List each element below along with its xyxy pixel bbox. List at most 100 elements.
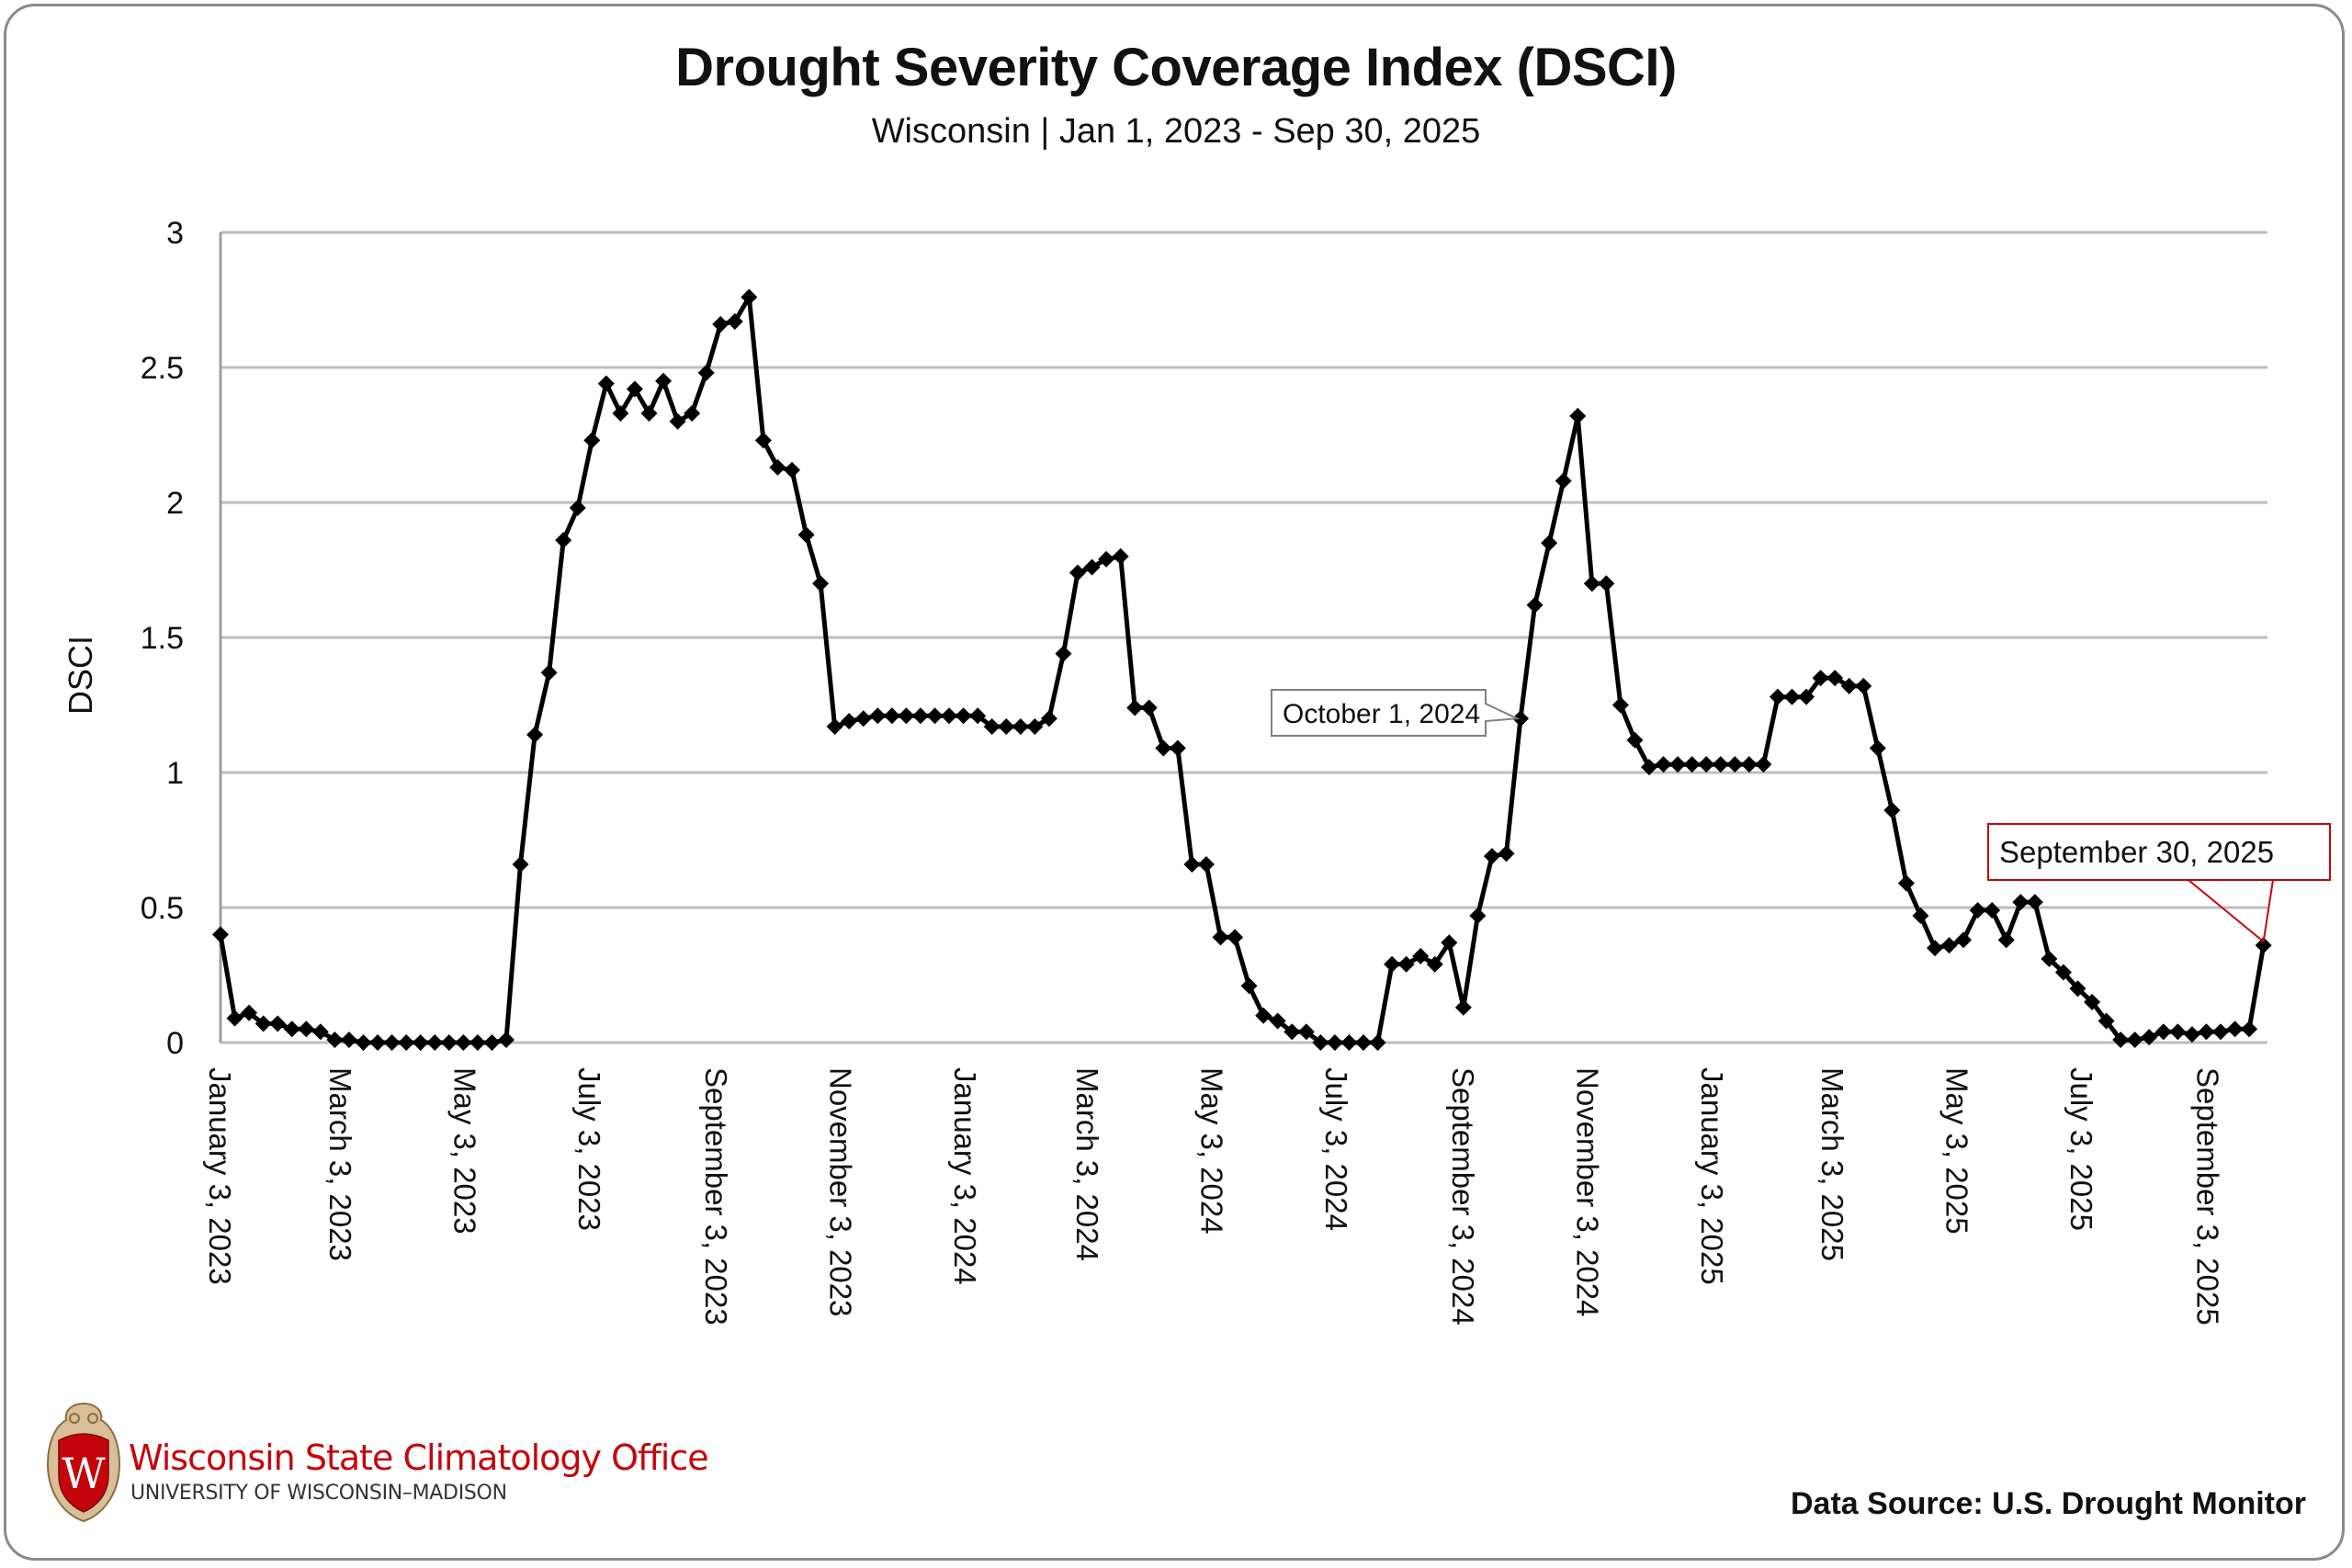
data-point-marker xyxy=(298,1021,315,1038)
data-point-marker xyxy=(2141,1029,2158,1046)
annotation-callout: September 30, 2025 xyxy=(1987,823,2331,942)
data-point-marker xyxy=(1955,931,1973,949)
data-point-marker xyxy=(911,707,929,725)
data-point-marker xyxy=(1012,718,1029,736)
data-point-marker xyxy=(2183,1026,2200,1043)
data-point-marker xyxy=(1883,802,1901,819)
data-point-marker xyxy=(2069,980,2086,998)
annotations: October 1, 2024 September 30, 2025 xyxy=(1271,689,2331,942)
data-point-marker xyxy=(569,499,586,516)
data-point-marker xyxy=(969,707,987,725)
y-tick-label: 0 xyxy=(166,1026,184,1061)
data-point-marker xyxy=(1297,1023,1315,1041)
data-point-marker xyxy=(1769,688,1786,705)
x-tick-label: May 3, 2024 xyxy=(1195,1067,1229,1235)
data-point-marker xyxy=(526,726,544,743)
x-tick-label: March 3, 2025 xyxy=(1815,1067,1849,1261)
data-point-marker xyxy=(398,1034,415,1051)
data-point-marker xyxy=(1541,535,1558,552)
data-point-marker xyxy=(241,1004,258,1021)
data-point-marker xyxy=(1197,855,1215,873)
y-tick-label: 1 xyxy=(166,756,184,791)
data-point-marker xyxy=(841,713,858,730)
data-point-marker xyxy=(1498,845,1515,863)
data-point-marker xyxy=(1112,547,1129,565)
data-point-marker xyxy=(2026,894,2043,911)
data-point-marker xyxy=(1840,677,1858,694)
series-dsci xyxy=(212,288,2272,1051)
data-point-marker xyxy=(1912,907,1929,924)
data-point-marker xyxy=(1812,670,1829,687)
data-point-marker xyxy=(1740,756,1758,773)
data-point-marker xyxy=(412,1034,429,1051)
y-tick-label: 1.5 xyxy=(141,621,184,656)
data-point-marker xyxy=(1641,759,1657,776)
data-point-marker xyxy=(1040,710,1057,728)
data-point-marker xyxy=(2126,1032,2143,1049)
data-point-marker xyxy=(1726,756,1744,773)
data-point-marker xyxy=(1698,756,1715,773)
data-point-marker xyxy=(1927,940,1943,957)
data-point-marker xyxy=(655,372,673,389)
data-point-marker xyxy=(869,707,887,725)
data-point-marker xyxy=(369,1034,387,1051)
gridlines xyxy=(219,231,2267,1044)
data-point-marker xyxy=(712,315,729,333)
data-point-marker xyxy=(1155,739,1172,757)
data-point-marker xyxy=(883,707,900,725)
data-point-marker xyxy=(812,575,830,592)
data-point-marker xyxy=(469,1034,486,1051)
data-source: Data Source: U.S. Drought Monitor xyxy=(1791,1486,2306,1521)
data-point-marker xyxy=(769,458,786,476)
data-point-marker xyxy=(1140,699,1158,716)
data-point-marker xyxy=(784,461,800,479)
data-point-marker xyxy=(1384,955,1401,973)
data-point-marker xyxy=(2255,937,2272,954)
data-point-marker xyxy=(283,1021,300,1038)
data-point-marker xyxy=(1169,739,1186,757)
data-point-marker xyxy=(1755,756,1772,773)
data-point-marker xyxy=(355,1034,372,1051)
data-point-marker xyxy=(2154,1023,2172,1041)
data-point-marker xyxy=(226,1010,243,1027)
data-point-marker xyxy=(1412,947,1430,964)
data-point-marker xyxy=(2198,1023,2215,1041)
data-point-marker xyxy=(1969,901,1986,919)
annotation-callout: October 1, 2024 xyxy=(1271,689,1521,737)
data-point-marker xyxy=(955,707,972,725)
x-tick-label: July 3, 2025 xyxy=(2064,1067,2098,1231)
data-point-marker xyxy=(826,718,843,736)
annotation-leader xyxy=(2188,879,2265,942)
uw-crest-logo: W xyxy=(46,1402,121,1523)
data-point-marker xyxy=(898,707,915,725)
data-point-marker xyxy=(1283,1023,1301,1041)
data-point-marker xyxy=(1783,688,1801,705)
data-point-marker xyxy=(1669,756,1687,773)
data-point-marker xyxy=(1240,977,1258,995)
data-point-marker xyxy=(1897,874,1915,892)
chart-subtitle: Wisconsin | Jan 1, 2023 - Sep 30, 2025 xyxy=(871,112,1481,151)
data-point-marker xyxy=(1426,955,1443,973)
data-point-marker xyxy=(2054,964,2072,981)
data-point-marker xyxy=(797,526,815,544)
y-tick-label: 3 xyxy=(166,216,184,251)
data-point-marker xyxy=(1526,596,1544,614)
x-tick-label: January 3, 2023 xyxy=(203,1067,237,1285)
y-tick-label: 2.5 xyxy=(141,351,184,386)
x-tick-label: March 3, 2023 xyxy=(323,1067,357,1261)
data-point-marker xyxy=(2169,1023,2187,1041)
data-point-marker xyxy=(626,380,643,398)
data-point-marker xyxy=(941,707,958,725)
data-point-marker xyxy=(1869,739,1886,757)
data-point-marker xyxy=(926,707,944,725)
series-line xyxy=(218,295,2267,1045)
data-point-marker xyxy=(1269,1012,1286,1030)
data-point-marker xyxy=(1512,710,1530,728)
data-point-marker xyxy=(1369,1034,1386,1051)
data-point-marker xyxy=(2241,1021,2258,1038)
data-point-marker xyxy=(998,718,1015,736)
data-point-marker xyxy=(1326,1034,1343,1051)
annotation-label: October 1, 2024 xyxy=(1283,699,1480,729)
org-subtitle: UNIVERSITY OF WISCONSIN–MADISON xyxy=(130,1482,507,1505)
chart-title: Drought Severity Coverage Index (DSCI) xyxy=(675,38,1677,97)
